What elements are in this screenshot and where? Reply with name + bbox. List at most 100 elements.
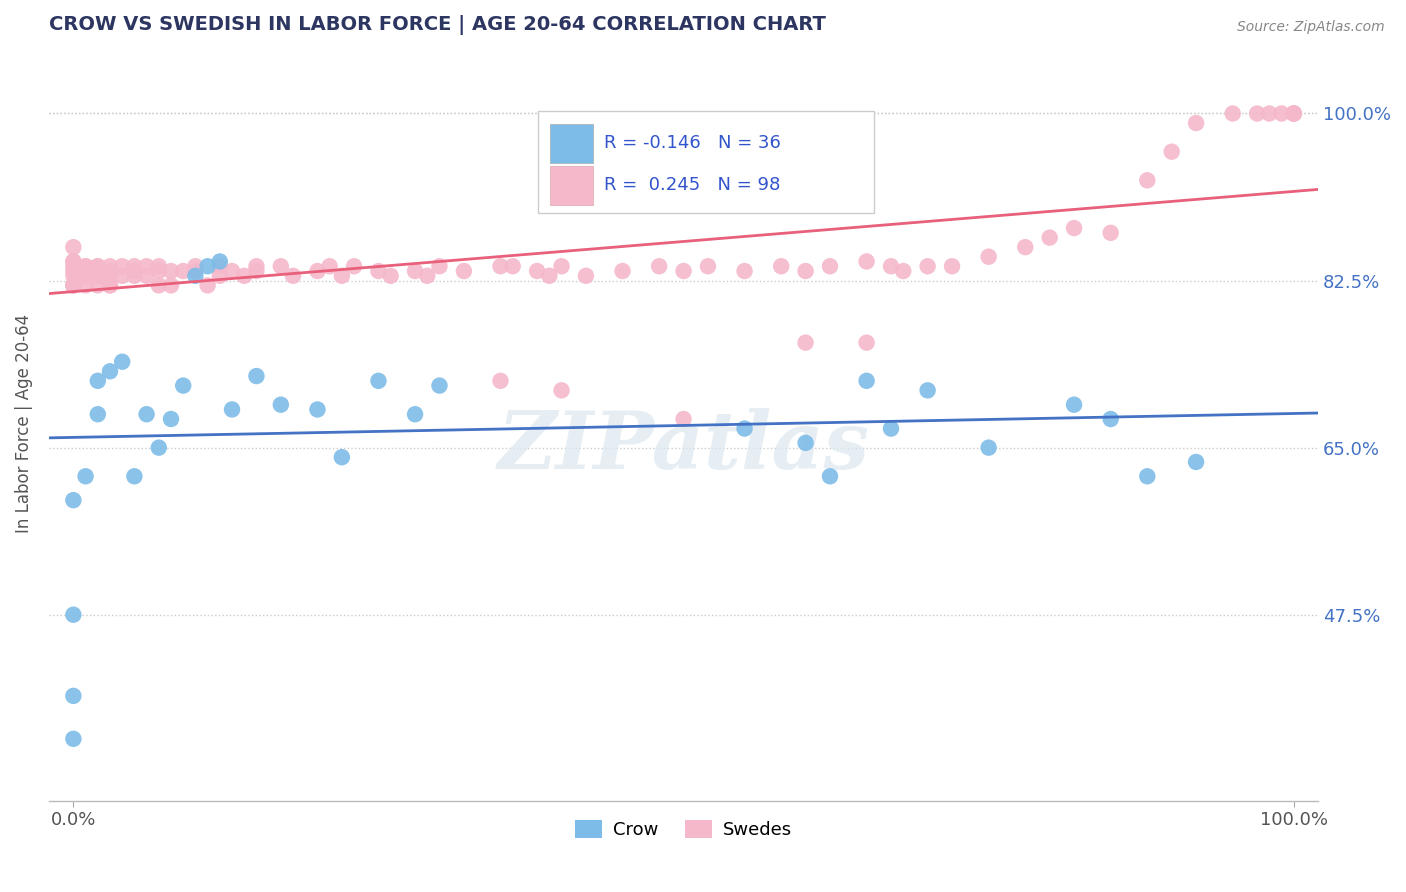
Point [672, 264, 695, 278]
Point [111, 268, 134, 283]
Point [818, 259, 841, 273]
Point [233, 268, 256, 283]
Point [1258, 106, 1281, 120]
Point [1185, 116, 1208, 130]
Point [75, 268, 97, 283]
Point [75, 469, 97, 483]
Point [1063, 398, 1085, 412]
Point [98, 264, 121, 278]
Point [1282, 106, 1305, 120]
Text: CROW VS SWEDISH IN LABOR FORCE | AGE 20-64 CORRELATION CHART: CROW VS SWEDISH IN LABOR FORCE | AGE 20-… [49, 15, 825, 35]
Point [770, 259, 793, 273]
Point [98, 278, 121, 293]
Point [550, 259, 572, 273]
Point [416, 268, 439, 283]
Point [62, 731, 84, 746]
Point [648, 259, 671, 273]
Point [1099, 412, 1122, 426]
Text: R = -0.146   N = 36: R = -0.146 N = 36 [603, 134, 780, 153]
Legend: Crow, Swedes: Crow, Swedes [568, 813, 800, 847]
Point [794, 264, 817, 278]
Point [98, 268, 121, 283]
Point [75, 278, 97, 293]
Point [1282, 106, 1305, 120]
Point [135, 268, 157, 283]
Point [62, 254, 84, 268]
Point [1039, 230, 1062, 244]
Point [977, 441, 1000, 455]
Point [307, 402, 329, 417]
Point [184, 259, 207, 273]
Point [453, 264, 475, 278]
Point [489, 259, 512, 273]
Point [343, 259, 366, 273]
Point [855, 335, 877, 350]
Point [330, 450, 353, 465]
Point [87, 268, 110, 283]
Point [330, 268, 353, 283]
Point [221, 402, 243, 417]
Point [172, 264, 194, 278]
Point [429, 378, 451, 392]
Point [62, 240, 84, 254]
Point [135, 407, 157, 421]
Point [1136, 469, 1159, 483]
Point [575, 268, 598, 283]
Point [977, 250, 1000, 264]
Point [98, 259, 121, 273]
Point [160, 264, 183, 278]
Point [697, 259, 720, 273]
Point [1246, 106, 1268, 120]
Point [87, 259, 110, 273]
Point [75, 264, 97, 278]
Point [891, 264, 914, 278]
Point [612, 264, 634, 278]
Point [124, 469, 146, 483]
Point [1270, 106, 1292, 120]
Point [62, 254, 84, 268]
Point [172, 378, 194, 392]
Text: Source: ZipAtlas.com: Source: ZipAtlas.com [1237, 20, 1385, 34]
Point [98, 364, 121, 378]
Point [1222, 106, 1244, 120]
Point [62, 278, 84, 293]
Point [62, 259, 84, 273]
FancyBboxPatch shape [550, 124, 593, 163]
Point [367, 374, 389, 388]
Point [538, 268, 561, 283]
Point [148, 441, 170, 455]
Point [148, 264, 170, 278]
Point [62, 278, 84, 293]
Point [1282, 106, 1305, 120]
Point [917, 384, 939, 398]
Point [855, 254, 877, 268]
Point [281, 268, 304, 283]
Point [502, 259, 524, 273]
Point [794, 335, 817, 350]
Point [917, 259, 939, 273]
Point [245, 369, 267, 384]
Point [245, 259, 267, 273]
Point [1282, 106, 1305, 120]
Point [880, 259, 903, 273]
Point [245, 264, 267, 278]
Point [87, 374, 110, 388]
Point [62, 493, 84, 508]
Point [941, 259, 963, 273]
Point [734, 264, 756, 278]
Point [794, 435, 817, 450]
Point [270, 259, 292, 273]
Point [87, 259, 110, 273]
FancyBboxPatch shape [537, 111, 875, 212]
Point [1160, 145, 1182, 159]
Y-axis label: In Labor Force | Age 20-64: In Labor Force | Age 20-64 [15, 314, 32, 533]
Point [1099, 226, 1122, 240]
Point [124, 259, 146, 273]
Point [318, 259, 340, 273]
Point [489, 374, 512, 388]
Point [1063, 221, 1085, 235]
Point [184, 268, 207, 283]
Point [160, 412, 183, 426]
Point [307, 264, 329, 278]
Point [148, 259, 170, 273]
